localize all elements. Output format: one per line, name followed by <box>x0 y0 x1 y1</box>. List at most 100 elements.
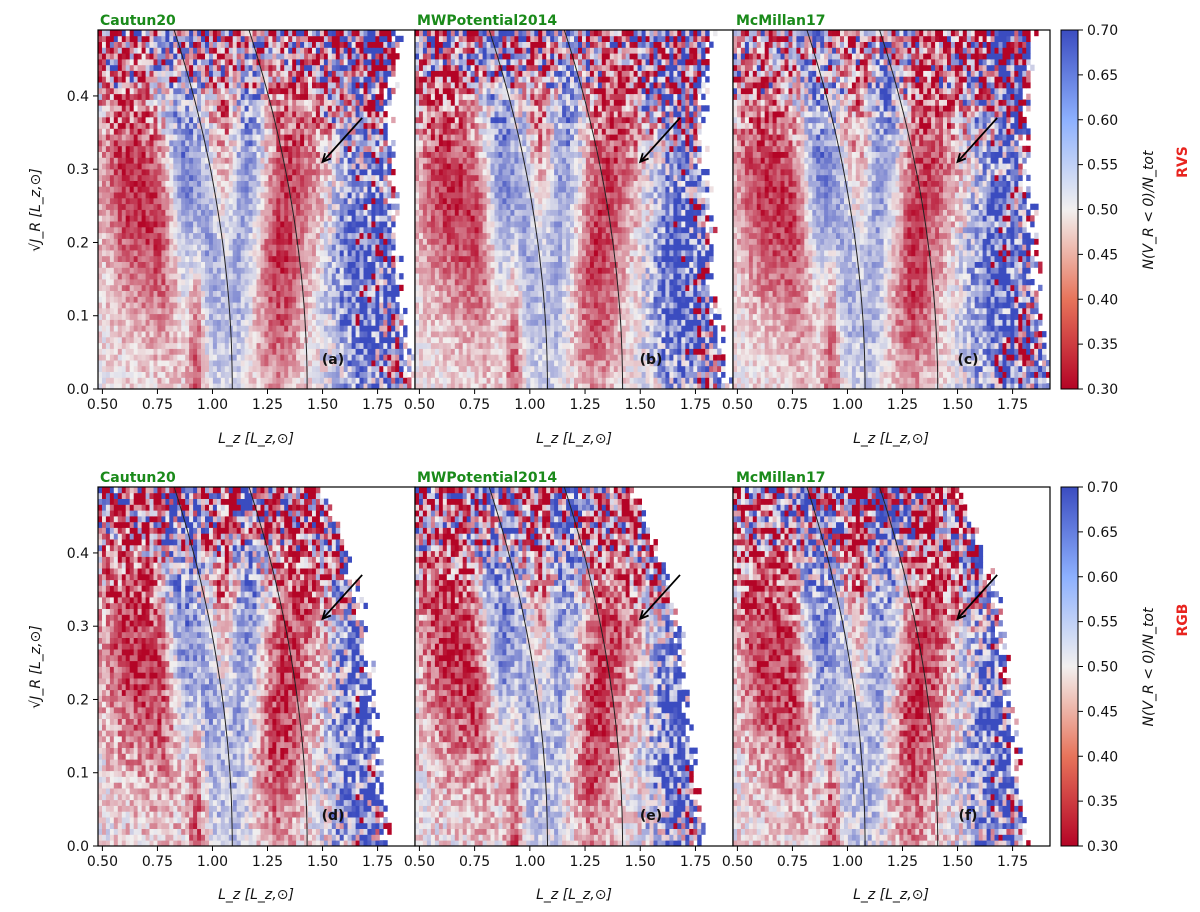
heatmap-cell <box>193 232 198 239</box>
heatmap-cell <box>109 336 115 344</box>
heatmap-cell <box>113 284 119 291</box>
heatmap-cell <box>173 35 178 42</box>
heatmap-cell <box>323 64 329 71</box>
heatmap-cell <box>288 279 293 286</box>
heatmap-cell <box>526 365 531 372</box>
heatmap-cell <box>331 290 337 297</box>
heatmap-cell <box>232 99 238 106</box>
heatmap-cell <box>268 87 273 95</box>
heatmap-cell <box>113 261 119 268</box>
heatmap-cell <box>347 203 352 210</box>
heatmap-cell <box>205 157 210 164</box>
heatmap-cell <box>292 354 297 361</box>
heatmap-cell <box>153 134 158 141</box>
heatmap-cell <box>538 371 543 378</box>
heatmap-cell <box>209 255 214 262</box>
heatmap-cell <box>117 47 123 54</box>
heatmap-cell <box>209 221 214 228</box>
heatmap-cell <box>355 70 360 77</box>
heatmap-cell <box>379 53 384 60</box>
heatmap-cell <box>296 371 301 378</box>
heatmap-cell <box>312 261 317 268</box>
heatmap-cell <box>161 377 166 384</box>
heatmap-cell <box>98 30 103 37</box>
heatmap-cell <box>161 122 166 129</box>
heatmap-cell <box>276 244 281 251</box>
heatmap-cell <box>375 238 380 245</box>
heatmap-cell <box>292 64 297 71</box>
heatmap-cell <box>201 99 206 106</box>
heatmap-cell <box>109 325 115 332</box>
heatmap-cell <box>189 336 194 344</box>
heatmap-cell <box>125 82 131 89</box>
heatmap-cell <box>252 197 257 205</box>
heatmap-cell <box>216 348 222 355</box>
heatmap-cell <box>185 273 190 280</box>
heatmap-cell <box>351 232 356 239</box>
heatmap-cell <box>149 255 154 262</box>
heatmap-cell <box>248 377 253 384</box>
heatmap-cell <box>300 41 305 48</box>
heatmap-cell <box>248 273 253 280</box>
heatmap-cell <box>308 145 313 152</box>
heatmap-cell <box>327 140 333 147</box>
heatmap-cell <box>109 383 115 390</box>
heatmap-cell <box>260 371 265 378</box>
heatmap-cell <box>133 331 139 338</box>
heatmap-cell <box>689 383 694 390</box>
heatmap-cell <box>264 41 269 48</box>
heatmap-cell <box>375 290 380 297</box>
heatmap-cell <box>205 383 210 390</box>
heatmap-cell <box>248 365 253 372</box>
heatmap-cell <box>98 163 103 170</box>
heatmap-cell <box>323 307 329 315</box>
heatmap-cell <box>288 273 293 280</box>
heatmap-cell <box>379 64 384 71</box>
heatmap-cell <box>228 59 234 66</box>
heatmap-cell <box>177 360 182 367</box>
heatmap-cell <box>212 371 218 378</box>
heatmap-cell <box>157 134 162 141</box>
heatmap-cell <box>173 209 178 216</box>
heatmap-cell <box>343 111 349 118</box>
heatmap-cell <box>323 296 329 303</box>
heatmap-cell <box>212 360 218 367</box>
heatmap-cell <box>141 319 146 326</box>
heatmap-cell <box>347 331 352 338</box>
heatmap-cell <box>248 232 253 239</box>
heatmap-cell <box>518 383 523 390</box>
heatmap-cell <box>220 76 226 83</box>
panel-tag: (a) <box>322 352 344 368</box>
heatmap-cell <box>276 232 281 239</box>
heatmap-cell <box>335 365 341 372</box>
heatmap-cell <box>113 122 119 129</box>
heatmap-cell <box>292 279 297 286</box>
heatmap-cell <box>220 128 226 135</box>
heatmap-cell <box>585 377 591 384</box>
heatmap-cell <box>284 319 289 326</box>
heatmap-cell <box>363 116 368 124</box>
heatmap-cell <box>197 134 202 141</box>
heatmap-cell <box>117 41 123 48</box>
heatmap-cell <box>228 302 234 309</box>
heatmap-cell <box>371 221 376 228</box>
heatmap-cell <box>383 226 388 234</box>
heatmap-cell <box>248 279 253 286</box>
heatmap-cell <box>268 279 273 286</box>
heatmap-cell <box>212 76 218 83</box>
heatmap-cell <box>296 279 301 286</box>
heatmap-cell <box>256 186 261 193</box>
heatmap-cell <box>117 180 123 187</box>
heatmap-cell <box>165 215 170 222</box>
heatmap-cell <box>367 348 372 355</box>
heatmap-cell <box>323 371 329 378</box>
heatmap-cell <box>141 336 146 344</box>
heatmap-cell <box>486 383 491 390</box>
heatmap-cell <box>284 197 289 205</box>
heatmap-cell <box>161 342 166 349</box>
heatmap-cell <box>264 365 269 372</box>
heatmap-cell <box>157 360 162 367</box>
heatmap-cell <box>347 296 352 303</box>
heatmap-cell <box>256 255 261 262</box>
heatmap-cell <box>189 319 194 326</box>
